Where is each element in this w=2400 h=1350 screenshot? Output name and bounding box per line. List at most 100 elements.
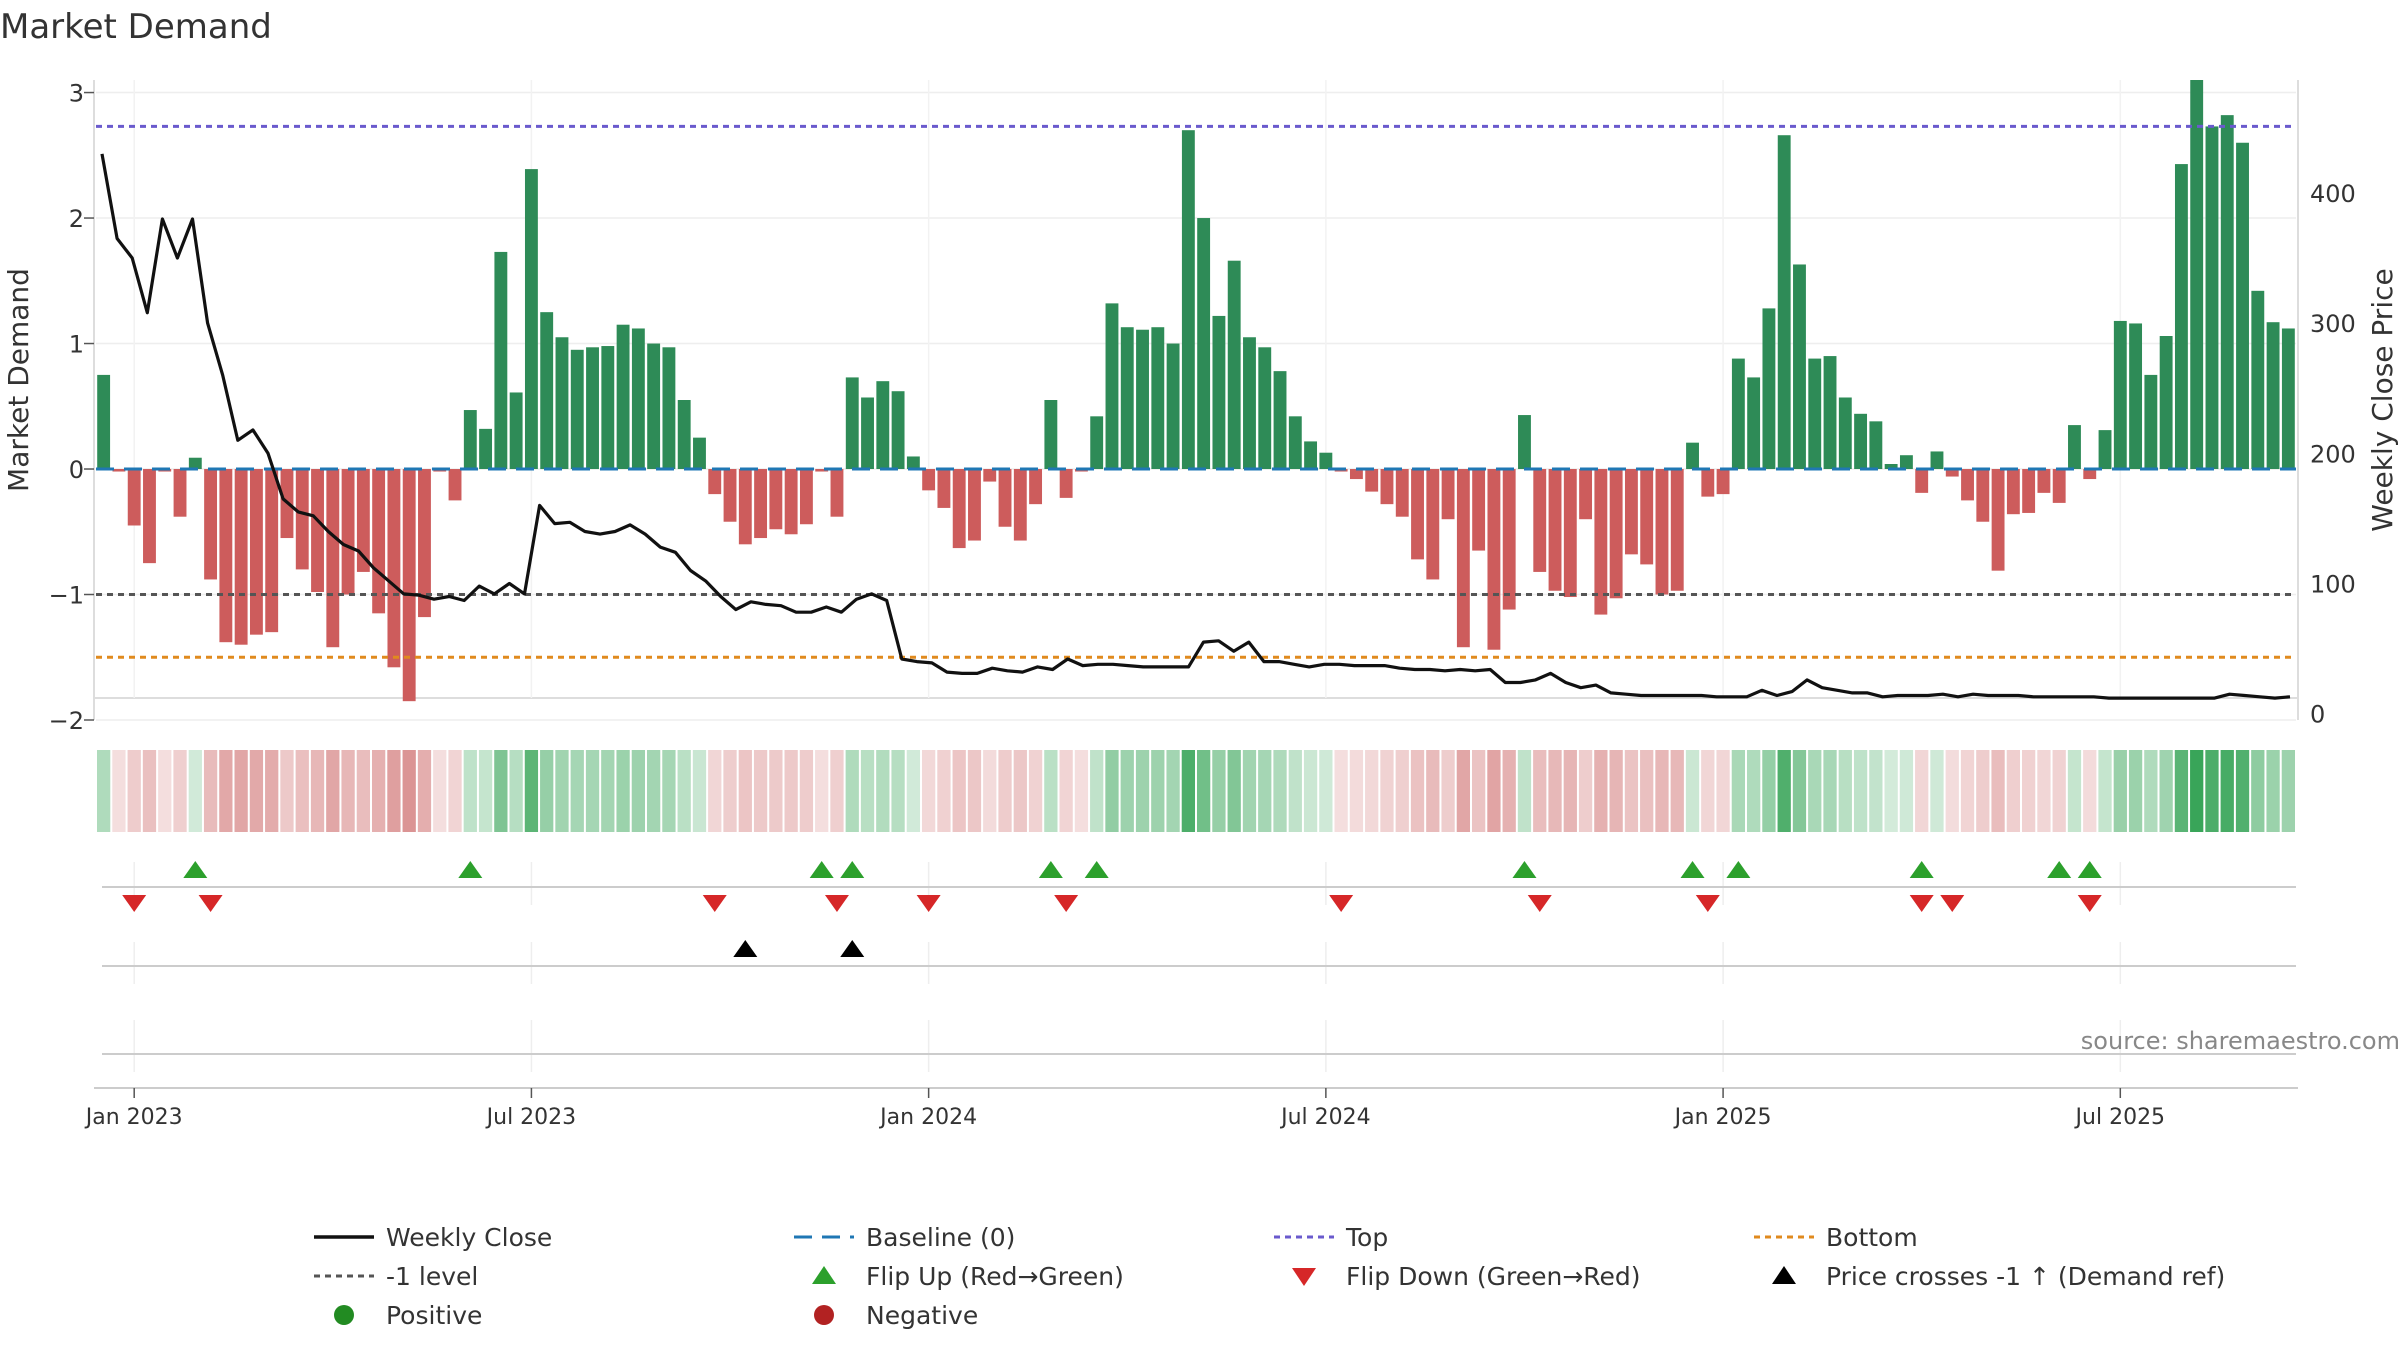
- demand-bar: [1731, 358, 1745, 470]
- main-plot-area: 3 2 1 0 −1 −2 400 300 200 100 0: [49, 80, 2356, 735]
- demand-heat-cell: [2205, 750, 2219, 832]
- demand-bar: [1976, 469, 1990, 522]
- demand-bar: [1258, 347, 1272, 470]
- demand-bar: [1670, 469, 1684, 591]
- flip-down-marker: [1527, 895, 1552, 912]
- y-left-tick-label: 2: [69, 205, 84, 233]
- flip-down-marker: [198, 895, 223, 912]
- legend-label: Positive: [386, 1301, 482, 1330]
- demand-bar: [1884, 464, 1898, 470]
- demand-bar: [1212, 315, 1226, 470]
- legend-label: Negative: [866, 1301, 978, 1330]
- flip-down-marker: [824, 895, 849, 912]
- demand-bar: [1594, 469, 1608, 615]
- demand-bar: [326, 469, 340, 648]
- legend-label: Top: [1345, 1223, 1388, 1252]
- legend-label: Baseline (0): [866, 1223, 1015, 1252]
- demand-bar: [769, 469, 783, 530]
- demand-heat-cell: [1044, 750, 1058, 832]
- demand-heat-cell: [1823, 750, 1837, 832]
- demand-bar: [738, 469, 752, 545]
- demand-bar: [494, 251, 508, 470]
- demand-bar: [2006, 469, 2020, 515]
- y-axis-right-label: Weekly Close Price: [2366, 268, 2399, 531]
- demand-bar: [1747, 377, 1761, 470]
- demand-heat-cell: [2235, 750, 2250, 832]
- demand-heat-cell: [1090, 750, 1104, 832]
- flip-down-marker: [1329, 895, 1354, 912]
- demand-heat-cell: [1242, 750, 1257, 832]
- demand-heat-cell: [1563, 750, 1577, 832]
- y-axis-left-label: Market Demand: [2, 268, 35, 492]
- demand-heat-cell: [540, 750, 554, 832]
- demand-heat-cell: [692, 750, 707, 832]
- demand-bar: [1426, 469, 1440, 580]
- demand-heat-cell: [1517, 750, 1532, 832]
- demand-bar: [2083, 469, 2097, 480]
- demand-heat-cell: [830, 750, 844, 832]
- demand-heat-cell: [1334, 750, 1348, 832]
- demand-bar: [1502, 469, 1516, 610]
- demand-heat-cell: [1303, 750, 1318, 832]
- legend-swatch-triangle-down: [1292, 1268, 1316, 1286]
- flip-up-marker: [840, 861, 865, 878]
- demand-heat-cell: [142, 750, 157, 832]
- y-right-tick-label: 300: [2310, 310, 2356, 338]
- demand-heat-cell: [2067, 750, 2082, 832]
- y-right-tick-label: 100: [2310, 571, 2356, 599]
- demand-heat-cell: [463, 750, 477, 832]
- demand-heat-cell: [188, 750, 202, 832]
- demand-bar: [1365, 469, 1379, 492]
- flip-up-marker: [1909, 861, 1934, 878]
- demand-bar: [1395, 469, 1409, 517]
- demand-bar: [2068, 425, 2081, 470]
- flip-down-marker: [2077, 895, 2102, 912]
- demand-bar: [372, 469, 386, 614]
- demand-heat-cell: [1838, 750, 1852, 832]
- demand-bar: [387, 469, 401, 668]
- legend-swatch-triangle-up: [812, 1266, 836, 1284]
- demand-heat-cell: [280, 750, 294, 832]
- demand-bar: [1945, 469, 1959, 477]
- demand-bar: [1441, 469, 1455, 520]
- x-tick-label: Jul 2023: [485, 1105, 577, 1130]
- demand-bar: [524, 169, 538, 470]
- y-left-tick-label: −2: [49, 707, 84, 735]
- demand-heat-cell: [647, 750, 661, 832]
- demand-bar: [616, 324, 630, 470]
- demand-heat-cell: [1991, 750, 2005, 832]
- demand-bar: [1456, 469, 1470, 648]
- x-tick-label: Jul 2024: [1279, 1105, 1371, 1130]
- demand-heat-cell: [937, 750, 951, 832]
- x-tick-label: Jan 2024: [878, 1105, 977, 1130]
- demand-heat-cell: [845, 750, 859, 832]
- demand-bar: [1029, 469, 1043, 505]
- y-left-tick-label: 1: [69, 331, 84, 359]
- demand-heat-cell: [891, 750, 905, 832]
- y-right-tick-label: 0: [2310, 701, 2325, 729]
- demand-heat-cell: [1441, 750, 1455, 832]
- source-note: source: sharemaestro.com: [2081, 1027, 2400, 1055]
- demand-heat-cell: [249, 750, 264, 832]
- demand-heat-cell: [662, 750, 676, 832]
- demand-bar: [1273, 371, 1287, 470]
- demand-bar: [1869, 421, 1883, 470]
- demand-bar: [1411, 469, 1424, 560]
- demand-heat-cell: [1197, 750, 1211, 832]
- demand-heat-cell: [1181, 750, 1195, 832]
- demand-heat-cell: [1716, 750, 1730, 832]
- demand-heat-cell: [1410, 750, 1425, 832]
- demand-bar: [1838, 397, 1852, 470]
- demand-heat-cell: [922, 750, 936, 832]
- demand-heat-cell: [2144, 750, 2158, 832]
- demand-heat-cell: [1915, 750, 1929, 832]
- demand-bar: [1655, 469, 1669, 595]
- demand-bar: [2205, 126, 2219, 470]
- legend-label: Flip Up (Red→Green): [866, 1262, 1124, 1291]
- demand-bar: [1181, 130, 1195, 470]
- demand-bar: [311, 469, 324, 592]
- demand-heat-cell: [570, 750, 584, 832]
- demand-bar: [922, 469, 936, 491]
- demand-bar: [1915, 469, 1929, 493]
- demand-bar: [1349, 469, 1363, 480]
